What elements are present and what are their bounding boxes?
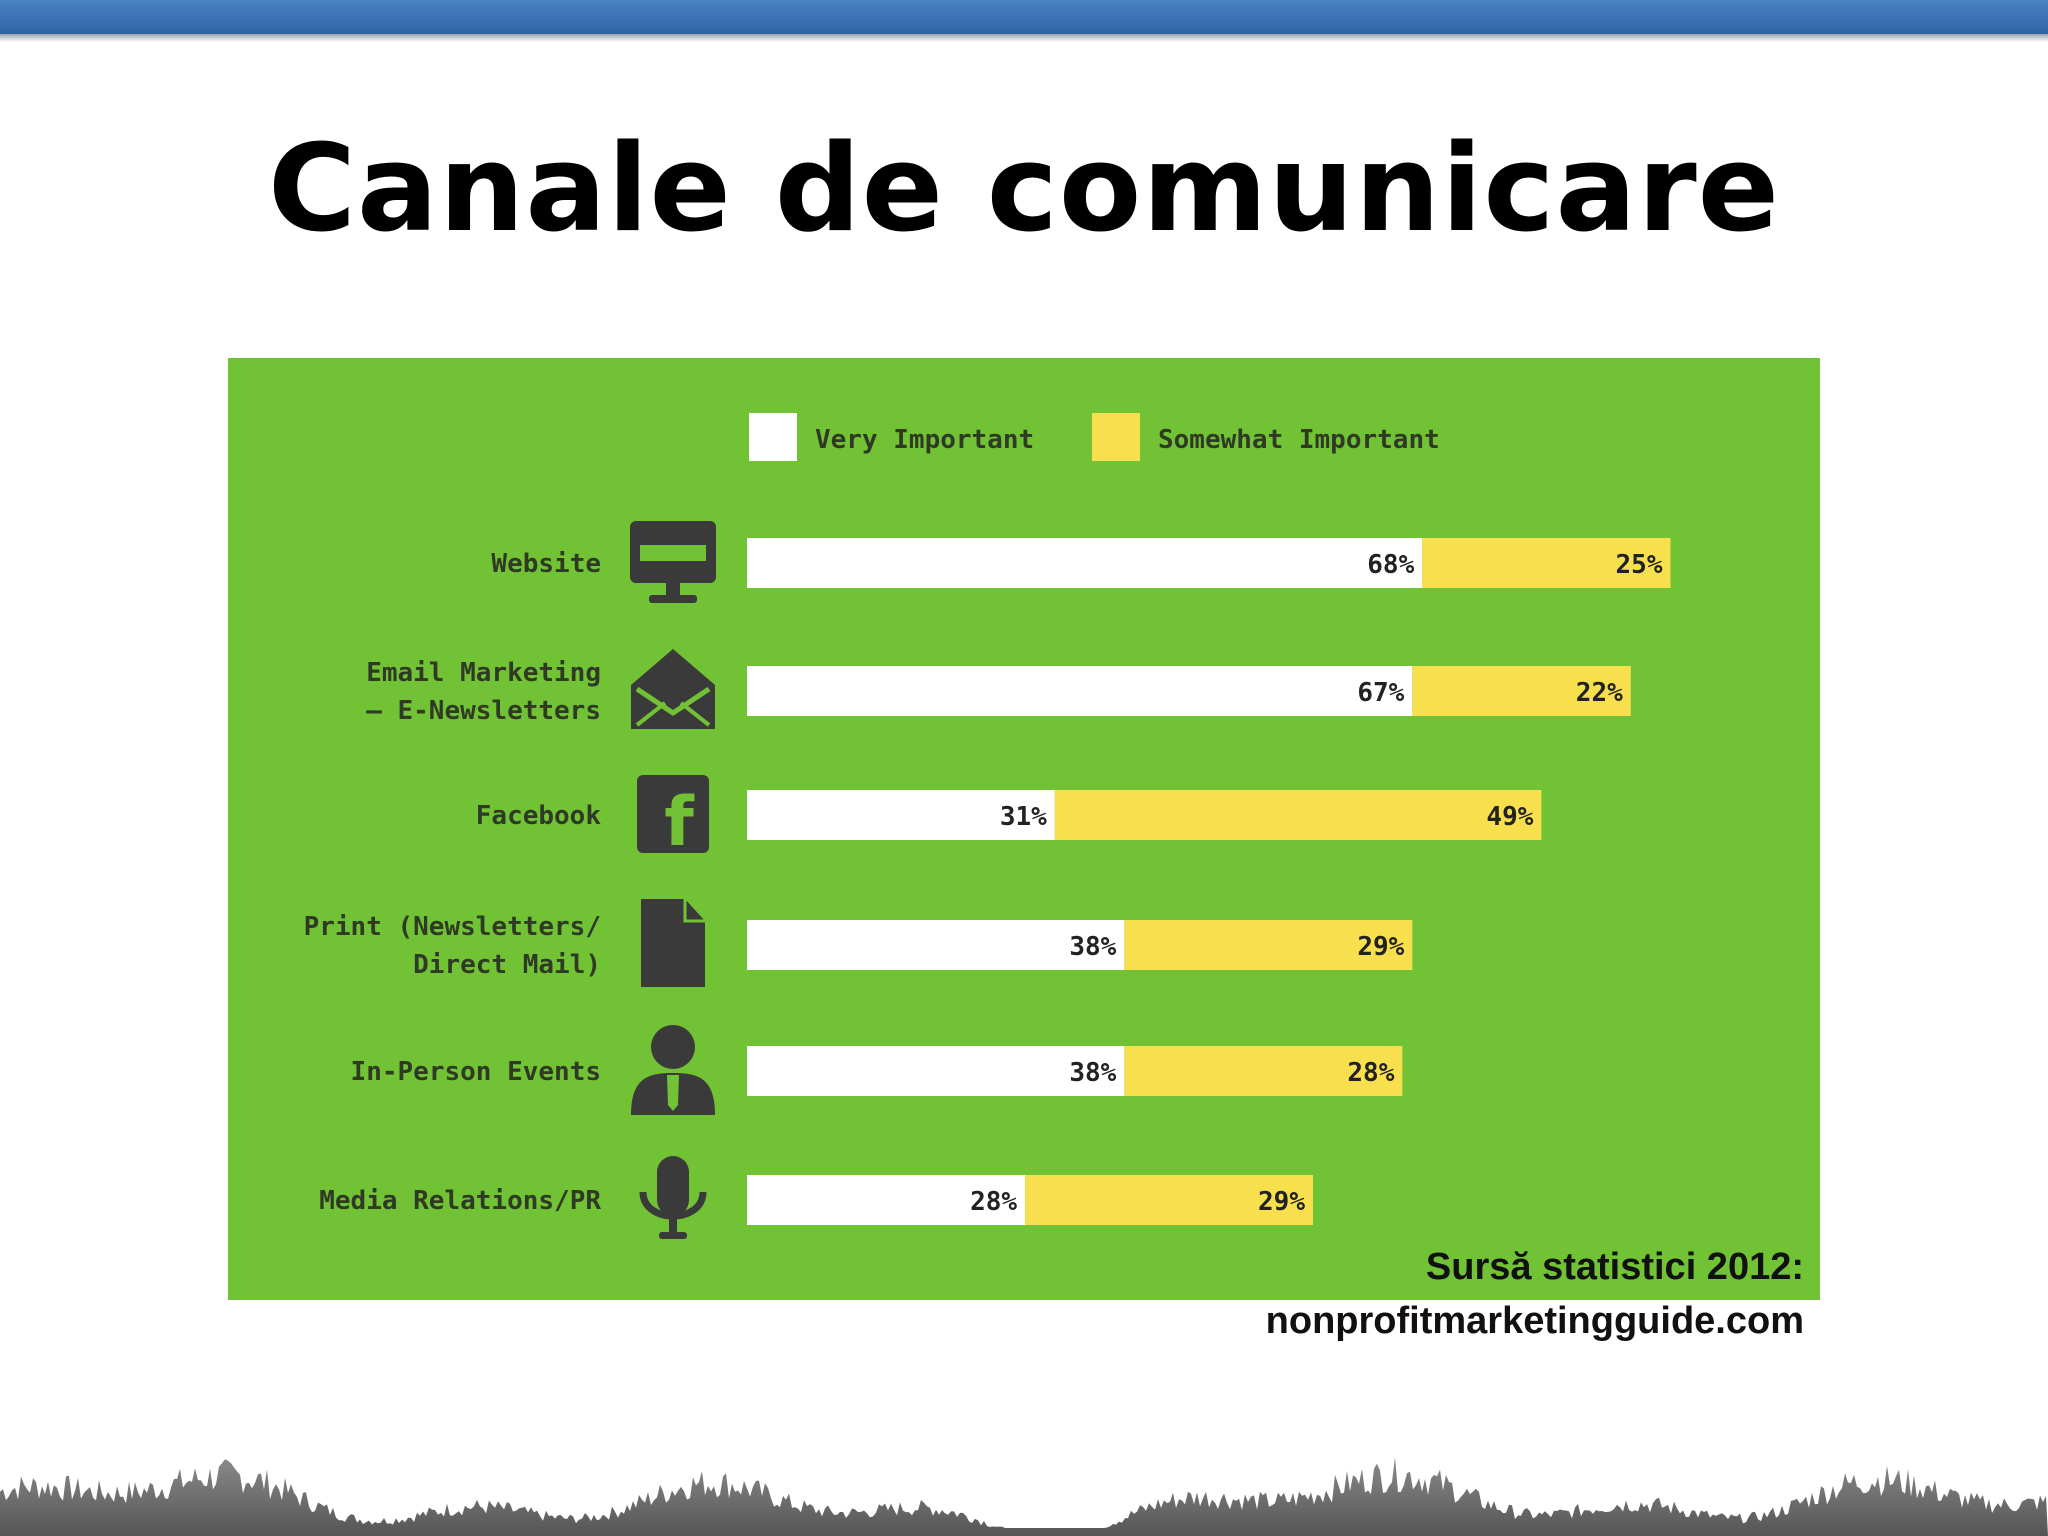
facebook-square: [637, 775, 709, 853]
source-note: Sursă statistici 2012: nonprofitmarketin…: [1004, 1240, 1804, 1348]
document-icon: [641, 899, 705, 987]
category-label: Website: [491, 549, 601, 579]
bar-value-label: 38%: [1069, 1058, 1116, 1088]
facebook-icon: f: [637, 775, 709, 862]
bar-value-label: 67%: [1357, 678, 1404, 708]
microphone-icon: [639, 1156, 707, 1239]
monitor-base: [649, 595, 697, 603]
bar-very-important: [747, 538, 1423, 588]
envelope-body: [631, 649, 715, 729]
bar-very-important: [747, 790, 1055, 840]
legend-label-2: Somewhat Important: [1158, 425, 1440, 455]
category-label: Print (Newsletters/: [304, 912, 601, 942]
bar-value-label: 29%: [1357, 932, 1404, 962]
envelope-icon: [631, 649, 715, 729]
document-corner: [683, 899, 705, 923]
bar-value-label: 29%: [1258, 1187, 1305, 1217]
chart-row: Website 68% 25%: [491, 521, 1671, 603]
bar-very-important: [747, 920, 1125, 970]
mic-base: [659, 1232, 687, 1239]
top-accent-bar: [0, 0, 2048, 34]
mic-stand: [669, 1216, 677, 1234]
facebook-letter: f: [664, 783, 695, 862]
chart-row: In-Person Events 38% 28%: [351, 1025, 1403, 1115]
bar-somewhat-important: [1124, 1046, 1403, 1096]
chart-row: Facebook f 31% 49%: [476, 775, 1542, 862]
source-line-1: Sursă statistici 2012:: [1425, 1246, 1804, 1288]
envelope-fold: [635, 686, 711, 717]
category-label: Direct Mail): [413, 950, 601, 980]
monitor-band: [640, 545, 706, 561]
slide-title: Canale de comunicare: [267, 120, 1781, 259]
bar-value-label: 49%: [1486, 802, 1533, 832]
chart-row: Email Marketing — E-Newsletters 67% 22%: [366, 649, 1631, 729]
bar-value-label: 28%: [1347, 1058, 1394, 1088]
legend-swatch-2: [1092, 413, 1140, 461]
bar-somewhat-important: [1025, 1175, 1314, 1225]
legend-swatch-1: [749, 413, 797, 461]
bar-value-label: 25%: [1616, 550, 1663, 580]
chart-panel: Very Important Somewhat Important Website 6…: [228, 358, 1820, 1300]
bar-somewhat-important: [1412, 666, 1631, 716]
person-icon: [631, 1025, 715, 1115]
mic-capsule: [657, 1156, 689, 1216]
document-page: [641, 899, 705, 987]
category-label: — E-Newsletters: [366, 696, 601, 726]
chart-row: Print (Newsletters/Direct Mail) 38% 29%: [304, 899, 1413, 987]
category-label: Facebook: [476, 801, 602, 831]
category-label: In-Person Events: [351, 1057, 601, 1087]
chart-legend: Very Important Somewhat Important: [749, 413, 1440, 461]
audio-waveform-decoration: [0, 1457, 2048, 1536]
category-label: Media Relations/PR: [319, 1186, 601, 1216]
bar-very-important: [747, 1046, 1125, 1096]
monitor-neck: [666, 583, 680, 597]
bar-value-label: 22%: [1576, 678, 1623, 708]
person-tie: [667, 1075, 679, 1111]
legend-label-1: Very Important: [815, 425, 1034, 455]
bar-somewhat-important: [1422, 538, 1671, 588]
bar-value-label: 31%: [1000, 802, 1047, 832]
bar-value-label: 28%: [970, 1187, 1017, 1217]
bar-very-important: [747, 666, 1413, 716]
monitor-icon: [630, 521, 716, 603]
top-bar-shadow: [0, 34, 2048, 42]
chart-row: Media Relations/PR 28% 29%: [319, 1156, 1314, 1239]
bar-somewhat-important: [1124, 920, 1413, 970]
bar-value-label: 68%: [1367, 550, 1414, 580]
envelope-lines: [635, 701, 711, 727]
source-link[interactable]: nonprofitmarketingguide.com: [1265, 1300, 1804, 1342]
person-head: [651, 1025, 695, 1069]
bar-value-label: 38%: [1069, 932, 1116, 962]
category-label: Email Marketing: [366, 658, 601, 688]
bar-very-important: [747, 1175, 1026, 1225]
bar-somewhat-important: [1054, 790, 1542, 840]
stacked-bar-chart: Very Important Somewhat Important Website 6…: [304, 413, 1671, 1239]
